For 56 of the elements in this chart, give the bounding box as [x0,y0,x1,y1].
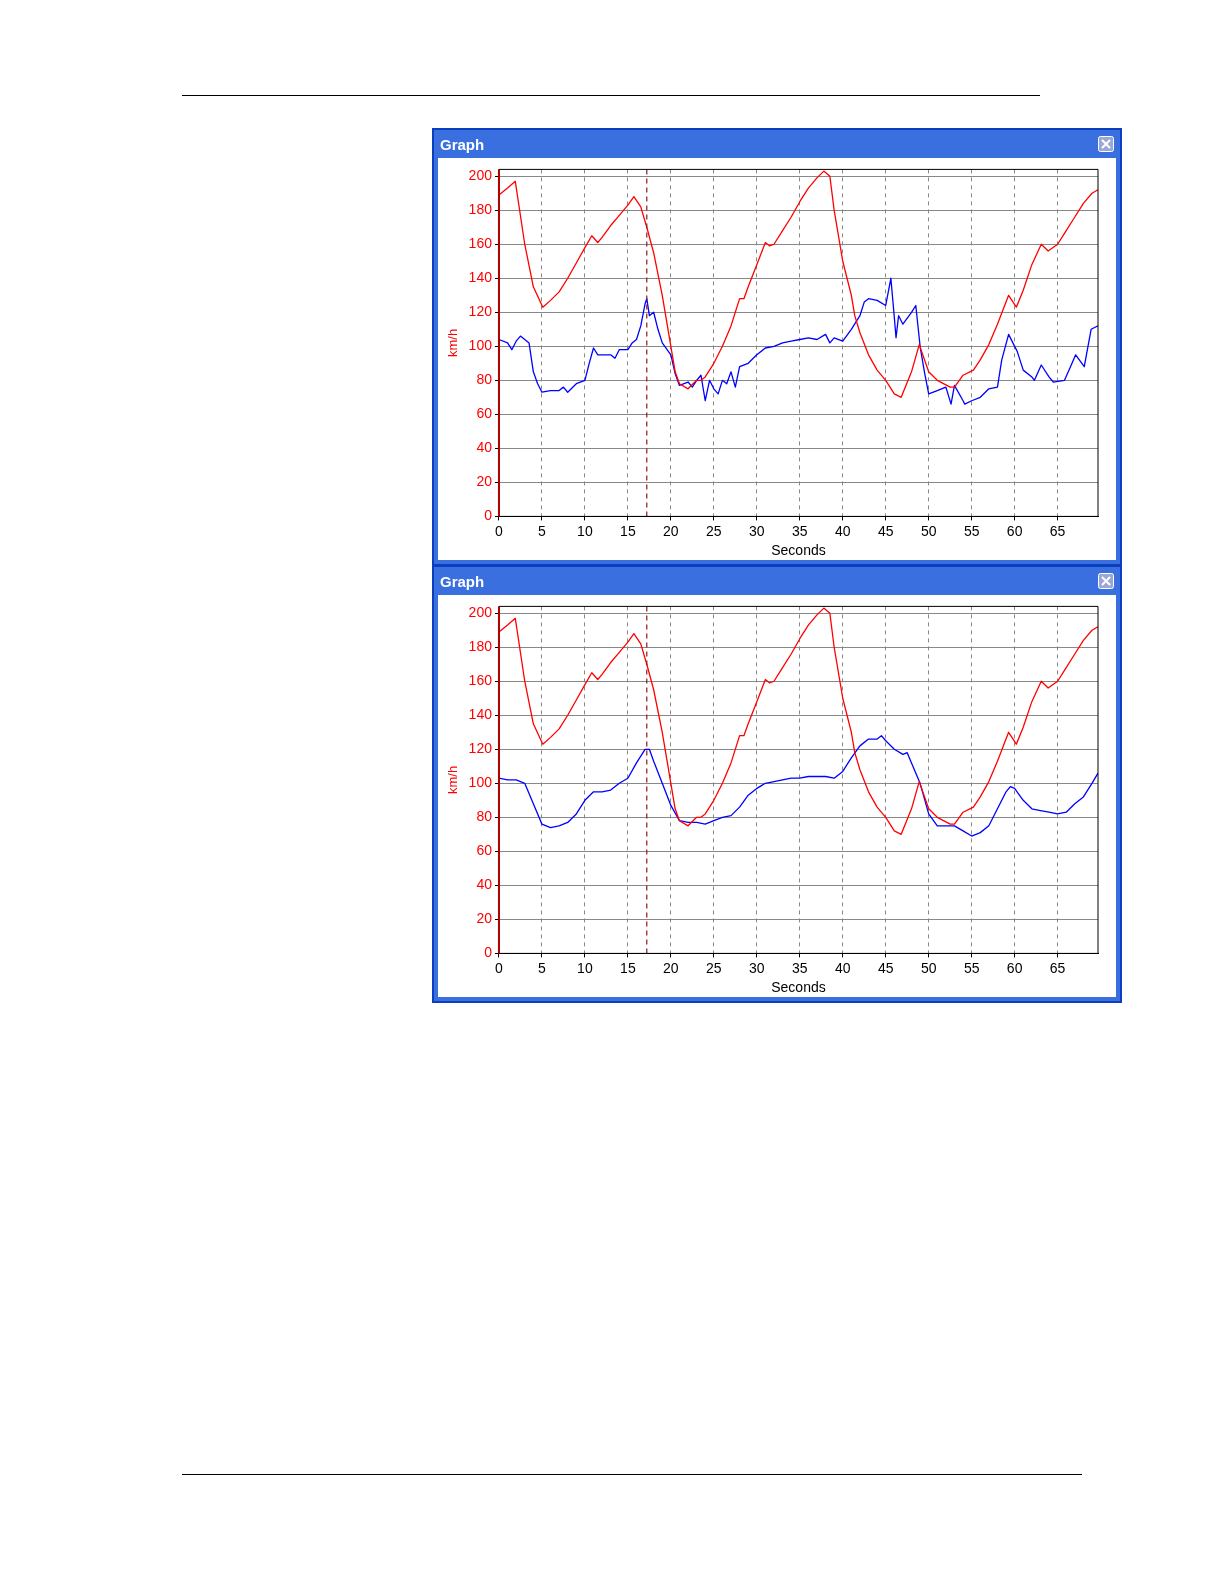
y-tick-label: 20 [476,910,493,927]
y-tick-label: 120 [468,740,493,757]
x-tick-label: 10 [577,522,593,539]
x-tick-label: 50 [920,522,937,539]
x-tick-label: 60 [1006,522,1023,539]
x-tick-label: 0 [495,522,504,539]
x-tick-label: 45 [877,959,894,976]
y-axis-title: km/h [445,328,461,357]
x-tick-label: 65 [1049,522,1066,539]
x-tick-label: 10 [577,959,593,976]
chart-title: Graph [440,572,485,590]
x-tick-label: 60 [1006,959,1023,976]
y-tick-label: 80 [476,808,493,825]
y-tick-label: 200 [468,167,493,184]
x-tick-label: 35 [791,522,808,539]
x-tick-label: 45 [877,522,894,539]
x-tick-label: 35 [791,959,808,976]
x-axis-title: Seconds [771,542,826,559]
y-tick-label: 40 [476,876,493,893]
y-tick-label: 100 [468,774,493,791]
x-tick-label: 0 [495,959,504,976]
y-tick-label: 40 [476,439,493,456]
y-tick-label: 60 [476,842,493,859]
y-tick-label: 140 [468,269,493,286]
x-tick-label: 25 [706,522,722,539]
x-tick-label: 55 [963,522,980,539]
x-tick-label: 40 [834,522,851,539]
x-tick-label: 55 [963,959,980,976]
y-tick-label: 120 [468,303,493,320]
y-tick-label: 200 [468,604,493,621]
x-tick-label: 15 [620,959,636,976]
y-tick-label: 160 [468,235,493,252]
y-axis-title: km/h [445,765,461,794]
x-tick-label: 5 [538,959,547,976]
x-tick-label: 25 [706,959,722,976]
y-tick-label: 180 [468,201,493,218]
x-tick-label: 30 [749,959,765,976]
y-tick-label: 0 [484,507,493,524]
y-tick-label: 0 [484,944,493,961]
y-tick-label: 20 [476,473,493,490]
chart-title: Graph [440,135,485,153]
x-tick-label: 50 [920,959,937,976]
x-tick-label: 20 [663,522,679,539]
y-tick-label: 140 [468,706,493,723]
y-tick-label: 180 [468,638,493,655]
y-tick-label: 60 [476,405,493,422]
x-tick-label: 20 [663,959,679,976]
x-tick-label: 40 [834,959,851,976]
x-tick-label: 30 [749,522,765,539]
y-tick-label: 100 [468,337,493,354]
x-axis-title: Seconds [771,979,826,996]
x-tick-label: 65 [1049,959,1066,976]
y-tick-label: 80 [476,371,493,388]
x-tick-label: 5 [538,522,547,539]
x-tick-label: 15 [620,522,636,539]
y-tick-label: 160 [468,672,493,689]
